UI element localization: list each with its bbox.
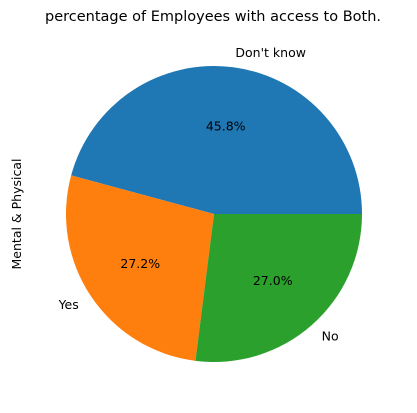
pie-category-labels: Don't know Yes No [58,45,339,344]
pie-category-label-no: No [322,329,339,344]
pie-percent-labels: 45.8% 27.2% 27.0% [120,118,292,288]
pie-category-label-yes: Yes [58,297,79,312]
pie-percent-label-yes: 27.2% [120,256,160,271]
pie-slice-don-t-know [71,66,362,215]
pie-slices [66,66,362,362]
pie-percent-label-don-t-know: 45.8% [206,118,246,133]
pie-slice-no [195,214,362,362]
pie-category-label-don-t-know: Don't know [235,45,306,60]
y-axis-label: Mental & Physical [9,159,24,270]
pie-percent-label-no: 27.0% [253,273,293,288]
pie-slice-yes [66,175,214,361]
chart-title: percentage of Employees with access to B… [45,9,381,25]
